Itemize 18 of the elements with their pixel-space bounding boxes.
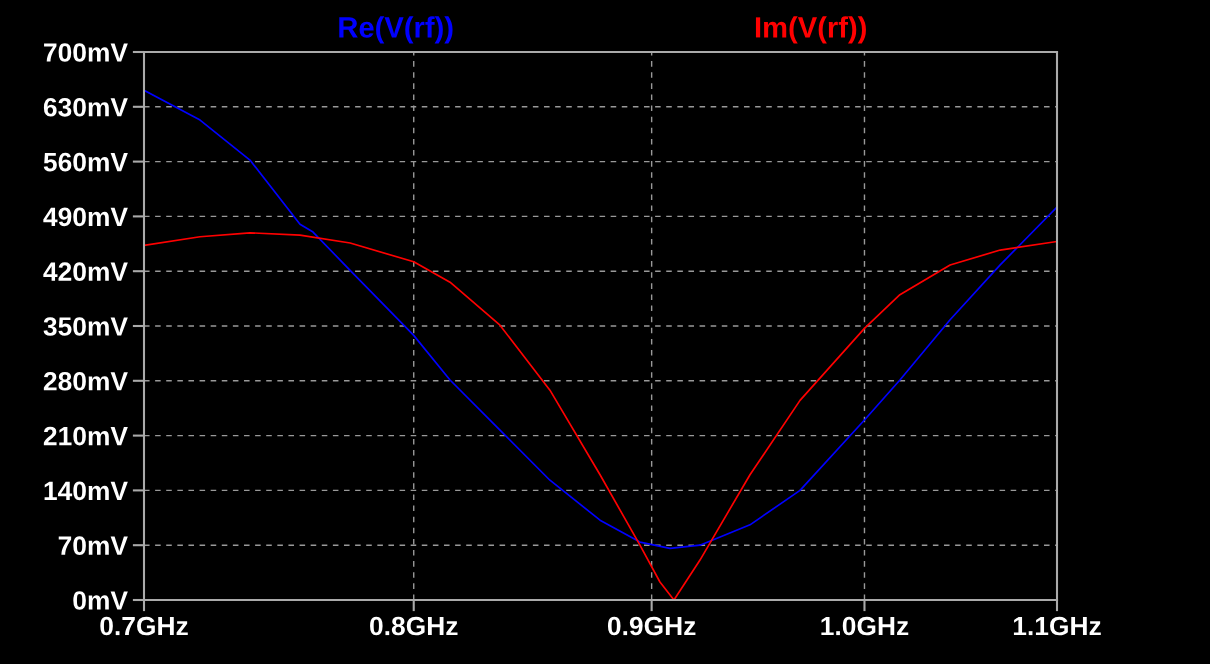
y-tick-label: 70mV	[58, 536, 128, 556]
y-tick-label: 350mV	[43, 317, 128, 336]
x-tick-label: 0.9GHz	[607, 616, 696, 636]
y-tick-label: 490mV	[43, 207, 128, 227]
y-tick-label: 630mV	[43, 97, 128, 117]
x-tick-label: 0.8GHz	[370, 616, 458, 636]
y-tick-label: 420mV	[43, 262, 128, 282]
x-tick-label: 1.0GHz	[821, 616, 909, 636]
x-tick-label: 1.1GHz	[1013, 616, 1101, 636]
text: Im(V(rf))	[755, 16, 866, 44]
y-tick-label: 0mV	[73, 591, 128, 610]
y-tick-label: 210mV	[43, 426, 128, 446]
y-tick-label: 560mV	[43, 152, 128, 172]
x-tick-label: 0.7GHz	[100, 616, 188, 636]
text: Re(V(rf))	[339, 16, 453, 44]
y-tick-label: 700mV	[44, 43, 128, 62]
y-tick-label: 280mV	[43, 371, 128, 391]
y-tick-label: 140mV	[44, 481, 128, 501]
